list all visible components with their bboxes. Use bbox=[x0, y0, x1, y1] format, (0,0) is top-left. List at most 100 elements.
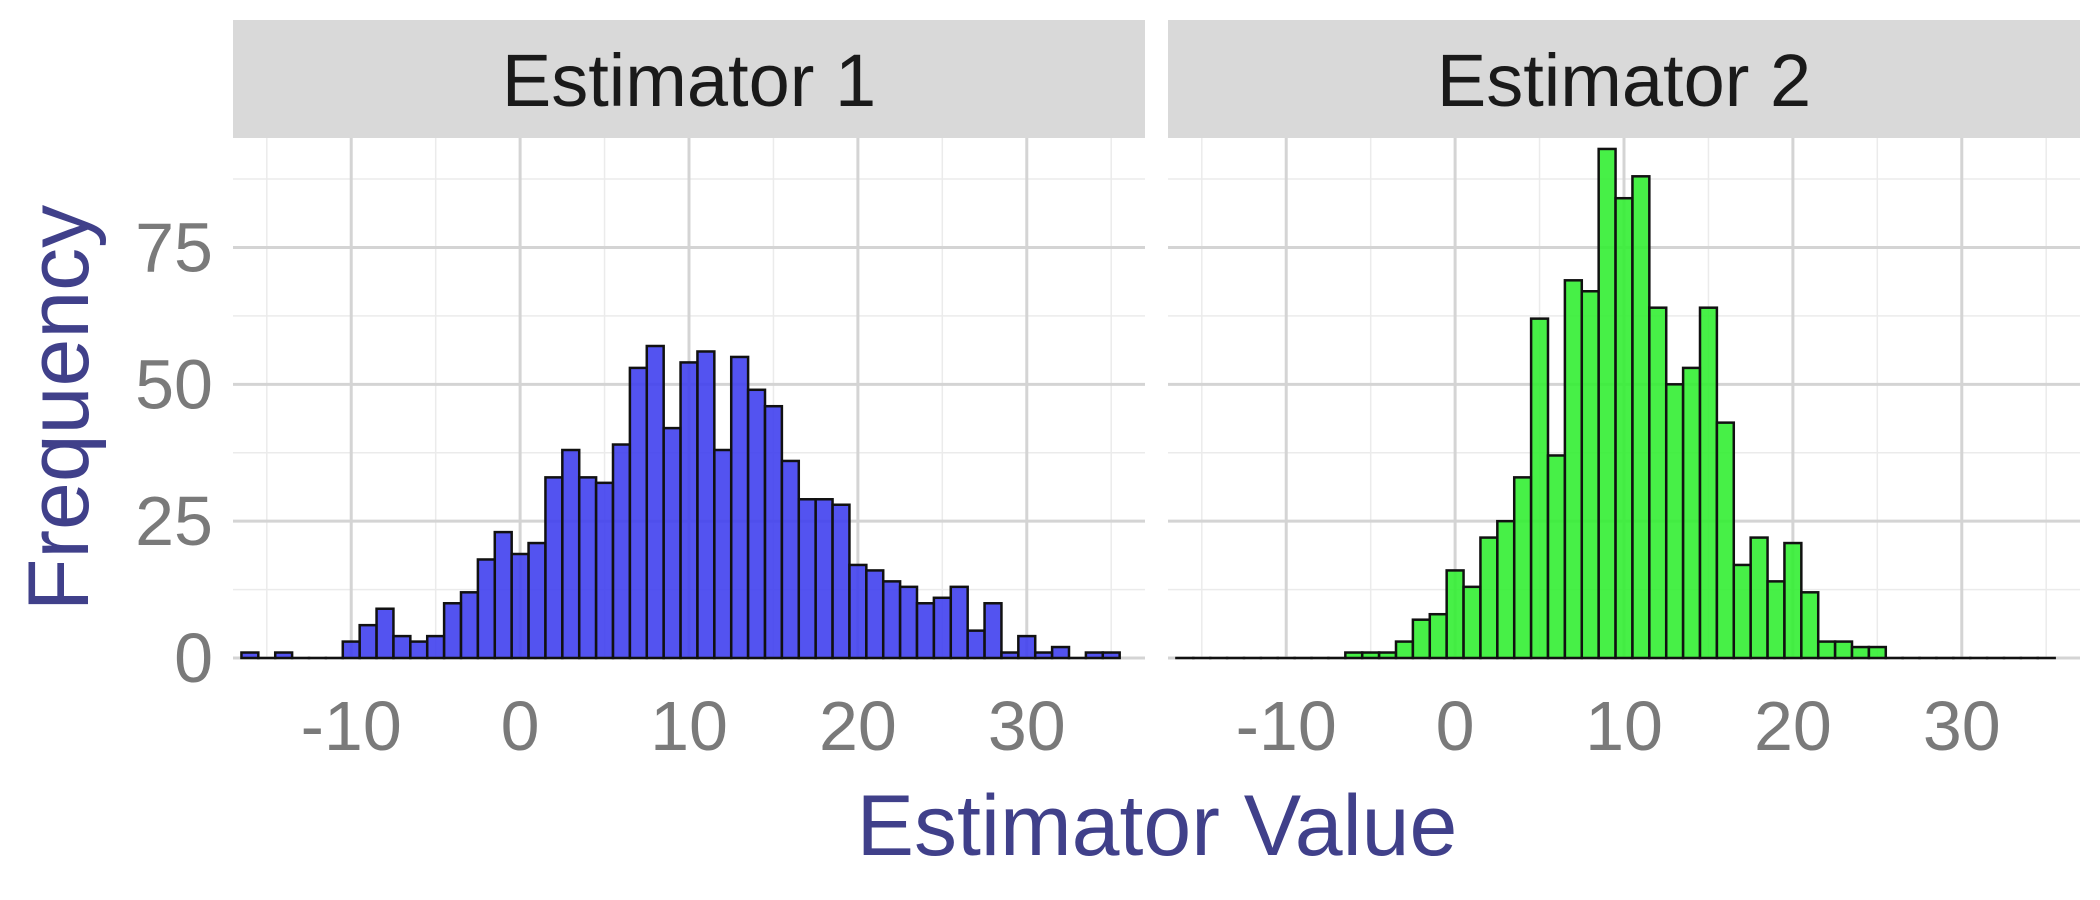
histogram-bar bbox=[273, 651, 294, 660]
y-tick-label: 0 bbox=[174, 619, 213, 697]
histogram-bar bbox=[1631, 175, 1651, 660]
histogram-bar bbox=[1749, 536, 1769, 660]
histogram-bar bbox=[341, 640, 361, 660]
x-tick-label: 10 bbox=[1585, 687, 1663, 765]
facet-strip-title: Estimator 2 bbox=[1437, 39, 1811, 122]
histogram-bar bbox=[1833, 640, 1854, 660]
histogram-bar bbox=[1800, 591, 1820, 660]
histogram-bar bbox=[1411, 618, 1432, 660]
histogram-bar bbox=[476, 558, 497, 660]
histogram-bar bbox=[983, 602, 1003, 660]
histogram-bar bbox=[1597, 147, 1617, 660]
histogram-bar bbox=[1681, 366, 1702, 660]
histogram-bar bbox=[1816, 640, 1837, 660]
histogram-bar bbox=[527, 541, 547, 660]
histogram-bar bbox=[425, 634, 446, 660]
histogram-bar bbox=[1580, 290, 1600, 660]
x-tick-label: 0 bbox=[1436, 687, 1475, 765]
histogram-bar bbox=[1050, 645, 1071, 660]
histogram-bar bbox=[1563, 279, 1584, 660]
histogram-bar bbox=[459, 591, 480, 660]
histogram-bar bbox=[898, 585, 919, 660]
histogram-bar bbox=[1000, 651, 1020, 660]
histogram-bar bbox=[1445, 569, 1465, 660]
histogram-bar bbox=[1344, 651, 1364, 660]
facet-strip-title: Estimator 1 bbox=[502, 39, 876, 122]
x-tick-label: -10 bbox=[301, 687, 402, 765]
histogram-bar bbox=[510, 552, 530, 660]
histogram-bar bbox=[915, 602, 936, 660]
histogram-bar bbox=[594, 481, 615, 660]
histogram-bar bbox=[392, 634, 412, 660]
y-tick-label: 75 bbox=[135, 208, 213, 286]
histogram-bar bbox=[713, 448, 733, 660]
histogram-bar bbox=[831, 503, 851, 660]
histogram-bar bbox=[628, 366, 649, 660]
x-tick-label: 30 bbox=[988, 687, 1066, 765]
histogram-bar bbox=[949, 585, 969, 660]
x-tick-label: 20 bbox=[1754, 687, 1832, 765]
y-tick-label: 25 bbox=[135, 482, 213, 560]
histogram-bar bbox=[442, 602, 463, 660]
histogram-bar bbox=[1546, 454, 1567, 660]
histogram-bar bbox=[493, 530, 513, 660]
histogram-bar bbox=[1084, 651, 1105, 660]
histogram-bar bbox=[1360, 651, 1381, 660]
histogram-bar bbox=[696, 350, 716, 660]
histogram-bar bbox=[1101, 651, 1121, 660]
histogram-bar bbox=[1017, 634, 1037, 660]
histogram-bar bbox=[1648, 306, 1668, 660]
histogram-bar bbox=[797, 498, 817, 660]
facet-strip-background bbox=[1168, 20, 2080, 138]
histogram-bar bbox=[1479, 536, 1499, 660]
histogram-bar bbox=[814, 498, 834, 660]
histogram-bar bbox=[763, 404, 784, 660]
histogram-bar bbox=[1496, 519, 1516, 660]
facet-strip-background bbox=[233, 20, 1145, 138]
facet-panel-2: Estimator 2 -10 0 10 20 30 bbox=[1168, 20, 2080, 765]
histogram-bar bbox=[966, 629, 986, 660]
histogram-bar bbox=[1732, 563, 1752, 660]
histogram-bar bbox=[645, 344, 665, 660]
histogram-bar bbox=[662, 426, 682, 660]
histogram-bar bbox=[1715, 421, 1736, 660]
histogram-bar bbox=[1867, 645, 1888, 660]
histogram-bar bbox=[577, 476, 598, 660]
histogram-bar bbox=[746, 388, 767, 660]
histogram-bar bbox=[1394, 640, 1415, 660]
facet-panels: 0 25 50 75 Estimator 1 -10 0 10 20 30 Estimator 2 -… bbox=[135, 20, 2080, 765]
histogram-bar bbox=[679, 361, 699, 660]
histogram-bar bbox=[1664, 383, 1685, 660]
histogram-bar bbox=[932, 596, 953, 660]
y-axis-title: Frequency bbox=[11, 205, 107, 611]
x-tick-label: 0 bbox=[501, 687, 540, 765]
histogram-bar bbox=[1698, 306, 1719, 660]
histogram-bar bbox=[358, 623, 378, 660]
histogram-bar bbox=[1462, 585, 1482, 660]
histogram-bar bbox=[561, 448, 581, 660]
histogram-bar bbox=[1614, 196, 1634, 660]
histogram-bar bbox=[1529, 317, 1550, 660]
histogram-bar bbox=[1377, 651, 1398, 660]
histogram-bar bbox=[1033, 651, 1054, 660]
histogram-bar bbox=[1512, 476, 1533, 660]
y-tick-label: 50 bbox=[135, 345, 213, 423]
histogram-bar bbox=[375, 607, 395, 660]
facet-panel-1: Estimator 1 -10 0 10 20 30 bbox=[233, 20, 1145, 765]
histogram-bar bbox=[1428, 612, 1448, 660]
histogram-bar bbox=[848, 563, 868, 660]
histogram-bar bbox=[240, 651, 260, 660]
histogram-bar bbox=[780, 459, 801, 660]
histogram-bar bbox=[409, 640, 429, 660]
x-tick-label: 20 bbox=[819, 687, 897, 765]
histogram-bar bbox=[544, 476, 564, 660]
histogram-bar bbox=[865, 569, 885, 660]
histogram-bar bbox=[1850, 645, 1871, 660]
x-tick-label: 10 bbox=[650, 687, 728, 765]
histogram-bar bbox=[1783, 541, 1803, 660]
histogram-bar bbox=[1766, 580, 1786, 660]
histogram-bar bbox=[881, 580, 902, 660]
x-tick-label: -10 bbox=[1236, 687, 1337, 765]
histogram-bar bbox=[729, 355, 750, 660]
